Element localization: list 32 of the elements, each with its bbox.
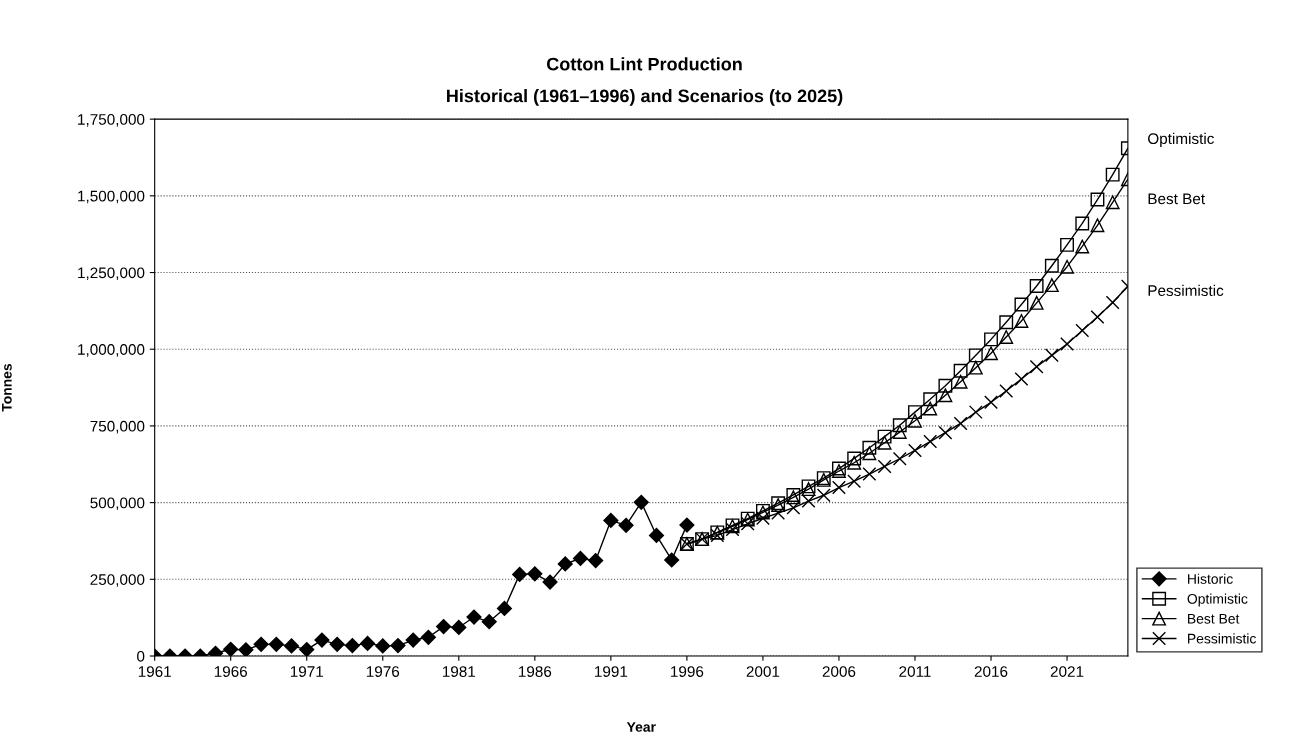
legend-label: Pessimistic bbox=[1188, 633, 1256, 644]
y-tick-label: 500,000 bbox=[90, 497, 145, 511]
y-tick-label: 1,250,000 bbox=[78, 267, 145, 281]
x-tick-label: 1966 bbox=[214, 666, 248, 677]
y-tick-label: 0 bbox=[137, 650, 145, 662]
y-tick-label: 1,000,000 bbox=[78, 344, 145, 357]
x-tick-label: 1996 bbox=[671, 666, 704, 677]
x-tick-label: 2006 bbox=[822, 666, 856, 677]
x-tick-label: 1981 bbox=[442, 666, 476, 677]
legend-label: Historic bbox=[1188, 573, 1233, 584]
y-tick-label: 750,000 bbox=[90, 420, 145, 434]
x-tick-label: 2021 bbox=[1050, 666, 1084, 677]
text: Pessimistic bbox=[1148, 284, 1224, 296]
text: Optimistic bbox=[1148, 132, 1214, 148]
x-tick-label: 2011 bbox=[899, 666, 931, 677]
y-tick-label: 1,750,000 bbox=[78, 114, 145, 127]
x-tick-label: 2016 bbox=[974, 666, 1008, 677]
y-tick-label: 1,500,000 bbox=[78, 190, 145, 204]
x-tick-label: 1976 bbox=[366, 666, 400, 677]
x-tick-label: 1991 bbox=[595, 666, 628, 677]
y-axis-title: Tonnes bbox=[2, 363, 12, 412]
chart-subtitle: Historical (1961–1996) and Scenarios (to 2025) bbox=[447, 89, 843, 106]
y-tick-label: 250,000 bbox=[90, 574, 145, 587]
x-axis-title: Year bbox=[626, 722, 656, 732]
x-tick-label: 1986 bbox=[519, 666, 552, 677]
x-tick-label: 1961 bbox=[138, 666, 171, 677]
x-tick-label: 2001 bbox=[746, 666, 780, 677]
legend-label: Optimistic bbox=[1187, 593, 1248, 607]
text: Best Bet bbox=[1148, 193, 1205, 205]
chart-title: Cotton Lint Production bbox=[546, 57, 742, 71]
legend-label: Best Bet bbox=[1188, 613, 1240, 624]
x-tick-label: 1971 bbox=[290, 666, 323, 677]
